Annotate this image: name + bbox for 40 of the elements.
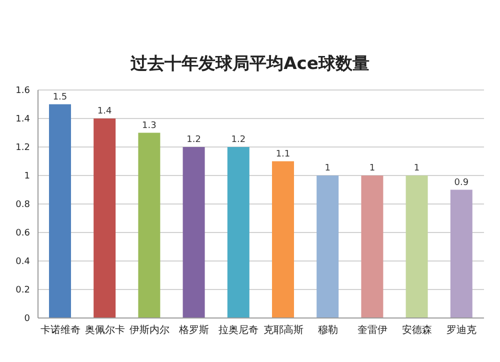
- x-tick-label: 安德森: [402, 324, 432, 336]
- x-tick-label: 克耶高斯: [263, 324, 304, 336]
- data-label: 1.1: [276, 149, 290, 160]
- x-tick-label: 穆勒: [318, 324, 338, 336]
- data-label: 1.4: [97, 106, 112, 116]
- x-tick-label: 罗迪克: [446, 324, 477, 336]
- data-label: 1: [414, 164, 420, 174]
- y-tick-label: 0.6: [16, 228, 30, 239]
- data-label: 1.5: [52, 92, 68, 102]
- data-label: 1: [369, 164, 376, 174]
- y-tick-label: 1.6: [16, 86, 30, 96]
- bar: [182, 147, 205, 318]
- data-label: 1.3: [142, 120, 156, 131]
- x-tick-label: 格罗斯: [178, 324, 210, 336]
- y-tick-label: 1.4: [16, 114, 30, 125]
- bar: [406, 176, 428, 318]
- y-tick-label: 0: [24, 314, 30, 324]
- y-tick-label: 0.2: [16, 286, 30, 296]
- data-label: 1.2: [186, 135, 201, 145]
- bar: [316, 176, 339, 318]
- y-tick-label: 0.8: [16, 200, 30, 210]
- x-tick-label: 卡诺维奇: [40, 324, 80, 336]
- x-tick-label: 拉奥尼奇: [218, 324, 259, 336]
- bar: [94, 118, 116, 318]
- x-tick-label: 伊斯内尔: [130, 324, 170, 336]
- chart-title: 过去十年发球局平均Ace球数量: [130, 53, 370, 76]
- x-tick-label: 奥佩尔卡: [84, 324, 125, 336]
- data-label: 1: [324, 164, 330, 174]
- x-tick-label: 奎雷伊: [358, 324, 388, 336]
- data-label: 1.2: [231, 135, 246, 145]
- bar: [227, 147, 250, 318]
- y-tick-label: 0.4: [16, 257, 30, 268]
- y-tick-label: 1: [24, 172, 30, 182]
- bar: [49, 104, 71, 318]
- bar: [272, 161, 294, 318]
- bar: [450, 190, 472, 318]
- bar: [138, 132, 160, 318]
- bar: [361, 176, 384, 318]
- y-tick-label: 1.2: [16, 143, 30, 154]
- data-label: 0.9: [454, 178, 469, 188]
